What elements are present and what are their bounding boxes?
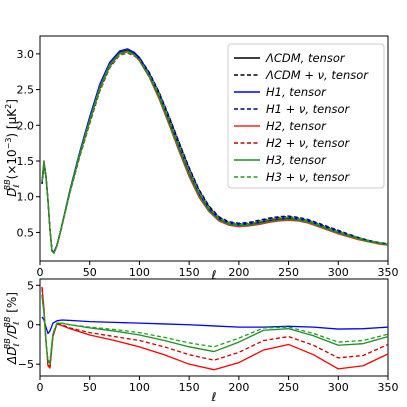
bottom-y-label-sub2: ℓ: [12, 322, 21, 326]
legend-items: ΛCDM, tensor ΛCDM + ν, tensor H1, tensor H1…: [234, 51, 369, 184]
top-y-label-sup: BB: [3, 179, 12, 190]
legend-box: [227, 43, 385, 189]
legend-label-0: ΛCDM, tensor: [265, 51, 346, 65]
top-x-tick-label: 300: [328, 266, 349, 279]
top-x-tick-label: 200: [228, 266, 249, 279]
top-y-tick-label: 2.5: [17, 84, 35, 97]
bottom-ticks: 0 50 100 150 200 250 300 350−505: [18, 279, 399, 394]
bottom-x-tick-label: 250: [278, 381, 299, 394]
top-series-line-5: [41, 52, 389, 254]
legend-label-3: H1 + ν, tensor: [266, 102, 351, 116]
bottom-x-tick-label: 50: [83, 381, 97, 394]
top-x-tick-label: 100: [129, 266, 150, 279]
top-ticks: 0 50 100 150 200 250 300 350 0.5 1.0 1.5 2.0 2.5 3.0: [17, 48, 399, 279]
top-y-label-main: D: [5, 188, 19, 197]
legend-label-7: H3 + ν, tensor: [266, 170, 351, 184]
bottom-x-tick-label: 350: [378, 381, 399, 394]
bottom-x-tick-label: 200: [228, 381, 249, 394]
legend-label-2: H1, tensor: [266, 85, 327, 99]
bottom-series-line-4: [41, 295, 389, 363]
bottom-x-tick-label: 300: [328, 381, 349, 394]
bottom-y-label-post: [%]: [5, 292, 19, 317]
top-x-tick-label: 350: [378, 266, 399, 279]
legend-label-4: H2, tensor: [266, 119, 327, 133]
bottom-y-label-sup2: BB: [3, 317, 12, 328]
top-x-tick-label: 250: [278, 266, 299, 279]
top-lines: [41, 48, 389, 254]
top-y-label-rest2: ) [μK: [5, 108, 19, 138]
top-y-label-rest: (×10: [5, 149, 19, 179]
top-series-line-7: [41, 51, 389, 254]
top-x-axis-label: ℓ: [211, 268, 217, 282]
bottom-y-label-sup: BB: [3, 338, 12, 349]
top-y-tick-label: 1.0: [17, 191, 35, 204]
bottom-x-tick-label: 150: [179, 381, 200, 394]
bottom-y-tick-label: −5: [18, 358, 34, 371]
top-panel: 0 50 100 150 200 250 300 3500.51.01.52.02.53.0 …: [3, 35, 399, 282]
top-x-tick-label: 0: [37, 266, 44, 279]
bottom-x-tick-label: 0: [37, 381, 44, 394]
top-y-label-rest2-sup: 2: [4, 104, 13, 109]
bottom-y-label-sub: ℓ: [12, 343, 21, 347]
legend-label-5: H2 + ν, tensor: [266, 136, 351, 150]
top-series-line-6: [41, 50, 389, 254]
legend-label-1: ΛCDM + ν, tensor: [265, 68, 369, 82]
top-y-tick-label: 2.0: [17, 119, 35, 132]
top-y-label-sub: ℓ: [12, 184, 21, 188]
bottom-x-axis-label: ℓ: [211, 390, 217, 404]
legend-label-6: H3, tensor: [266, 153, 327, 167]
bottom-series-line-3: [41, 294, 389, 365]
top-y-tick-label: 0.5: [17, 226, 35, 239]
bottom-y-axis-label: ΔDℓBB/DℓBB [%]: [3, 292, 21, 365]
top-x-tick-label: 150: [179, 266, 200, 279]
top-y-label-rest-sup: −3: [4, 138, 13, 150]
bottom-series-line-1: [41, 286, 389, 371]
bottom-y-label-mid: /D: [5, 325, 19, 339]
top-x-tick-label: 50: [83, 266, 97, 279]
bottom-lines: [41, 286, 389, 371]
bottom-x-tick-label: 100: [129, 381, 150, 394]
top-y-label-rest3: ]: [5, 99, 19, 104]
bottom-y-tick-label: 0: [27, 319, 34, 332]
bottom-panel: 0 50 100 150 200 250 300 350−505 ℓ ΔDℓBB/DℓBB […: [3, 278, 399, 404]
bottom-plot-frame: [39, 278, 389, 377]
bottom-y-tick-label: 5: [27, 279, 34, 292]
bottom-series-line-2: [41, 287, 389, 368]
top-y-axis-label: DℓBB(×10−3) [μK2]: [3, 99, 21, 197]
top-plot-frame: [39, 35, 389, 262]
top-y-tick-label: 1.5: [17, 155, 35, 168]
legend: ΛCDM, tensor ΛCDM + ν, tensor H1, tensor H1…: [227, 43, 385, 189]
bottom-y-label-pre: ΔD: [5, 347, 19, 365]
top-y-tick-label: 3.0: [17, 48, 35, 61]
bottom-series-line-0: [41, 316, 389, 335]
